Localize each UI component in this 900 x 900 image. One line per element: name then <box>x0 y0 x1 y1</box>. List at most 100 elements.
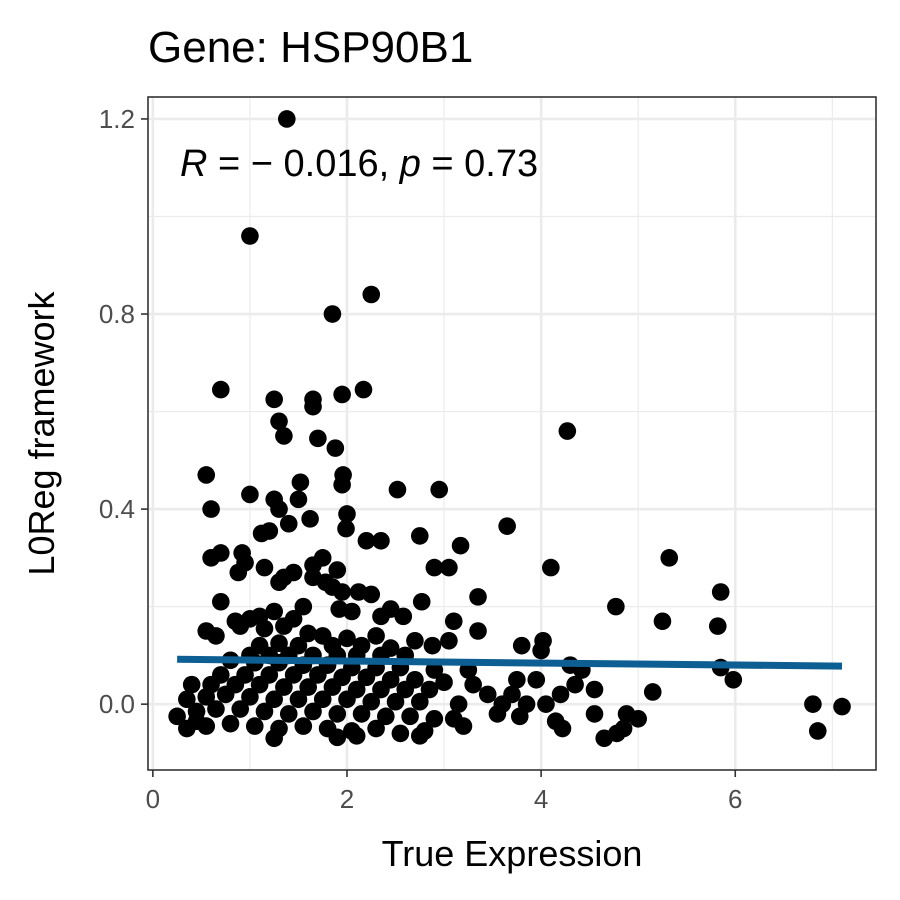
data-point <box>449 695 468 713</box>
data-point <box>202 500 220 518</box>
y-tick-label: 0.8 <box>99 299 135 329</box>
data-point <box>660 549 679 567</box>
data-point <box>420 680 439 699</box>
data-point <box>367 719 385 738</box>
data-point <box>512 636 531 655</box>
data-point <box>187 712 206 731</box>
data-point <box>362 585 381 604</box>
regression-line <box>177 655 843 670</box>
data-point <box>343 602 361 621</box>
data-point <box>469 588 487 606</box>
data-point <box>245 717 264 735</box>
data-point <box>207 627 225 645</box>
data-point <box>252 524 271 543</box>
data-point <box>425 558 444 577</box>
data-point <box>241 688 259 706</box>
data-point <box>265 602 283 621</box>
data-point <box>396 680 415 699</box>
y-axis-title: L0Reg framework <box>21 290 62 575</box>
points-layer <box>168 110 851 748</box>
y-tick-label: 0.0 <box>99 689 135 719</box>
data-point <box>313 690 332 709</box>
data-point <box>386 692 405 711</box>
chart-title: Gene: HSP90B1 <box>148 23 473 72</box>
data-point <box>607 597 625 616</box>
data-point <box>278 110 296 128</box>
data-point <box>229 563 248 582</box>
x-tick-label: 4 <box>534 784 548 814</box>
data-point <box>279 514 298 533</box>
data-point <box>410 527 429 545</box>
data-point <box>498 517 516 535</box>
data-point <box>255 558 274 577</box>
data-point <box>391 724 410 743</box>
panel-border <box>147 96 877 771</box>
data-point <box>357 668 376 687</box>
data-point <box>410 727 429 745</box>
data-point <box>333 385 351 404</box>
data-point <box>309 666 327 684</box>
data-point <box>537 695 555 713</box>
data-point <box>608 724 626 743</box>
data-point <box>255 702 274 721</box>
data-point <box>275 427 293 445</box>
r-symbol: R <box>180 143 207 185</box>
data-point <box>328 728 347 747</box>
data-point <box>401 707 419 726</box>
data-point <box>291 473 310 492</box>
data-point <box>182 675 201 694</box>
data-point <box>270 634 288 653</box>
data-point <box>299 678 317 696</box>
data-point <box>566 675 584 694</box>
data-point <box>337 519 355 538</box>
data-point <box>250 675 269 694</box>
data-point <box>231 617 250 635</box>
data-point <box>354 380 373 399</box>
data-point <box>532 641 550 660</box>
p-symbol: p <box>399 143 421 185</box>
data-point <box>338 690 356 709</box>
data-point <box>212 380 230 399</box>
plot-panel <box>147 96 877 771</box>
data-point <box>410 692 429 711</box>
data-point <box>510 707 529 726</box>
data-point <box>323 678 342 696</box>
data-point <box>394 607 413 626</box>
data-point <box>294 597 313 616</box>
data-point <box>279 705 298 723</box>
data-point <box>388 480 407 499</box>
data-point <box>558 422 577 440</box>
data-point <box>352 705 371 723</box>
data-point <box>333 583 351 601</box>
data-point <box>207 700 225 718</box>
data-point <box>197 466 216 484</box>
data-point <box>294 717 313 735</box>
data-point <box>362 692 381 711</box>
data-point <box>333 475 351 494</box>
grid-minor <box>148 97 876 770</box>
data-point <box>338 629 356 648</box>
data-point <box>478 685 497 704</box>
data-point <box>653 612 672 631</box>
data-point <box>202 549 220 567</box>
data-point <box>270 500 288 518</box>
data-point <box>808 722 827 740</box>
y-tick-label: 0.4 <box>99 494 135 524</box>
data-point <box>270 573 288 592</box>
data-point <box>542 558 560 577</box>
data-point <box>289 490 308 509</box>
data-point <box>629 709 647 728</box>
data-point <box>241 227 259 245</box>
x-axis-title: True Expression <box>382 833 643 874</box>
data-point <box>255 619 274 638</box>
data-point <box>289 690 308 709</box>
data-point <box>804 695 822 713</box>
data-point <box>551 685 570 704</box>
data-point <box>440 558 458 577</box>
data-point <box>454 717 473 735</box>
data-point <box>711 583 730 601</box>
x-axis: 0 2 4 6 <box>146 770 742 814</box>
data-point <box>464 675 482 694</box>
data-point <box>833 697 851 716</box>
